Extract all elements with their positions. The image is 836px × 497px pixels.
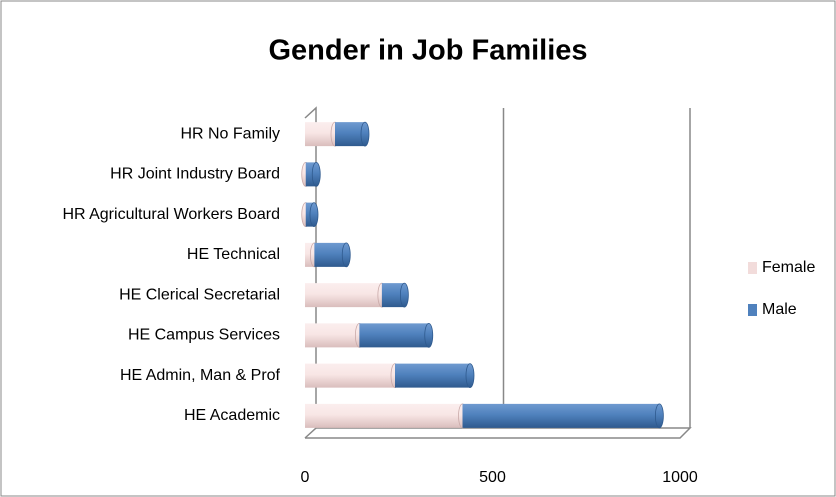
bar-cap [654,403,664,429]
bar-cap [309,202,319,228]
y-tick-label: HR Agricultural Workers Board [62,206,280,223]
y-tick-label: HE Technical [187,246,280,263]
bar [305,363,395,388]
bar [305,283,382,308]
bar [381,283,405,308]
legend-label: Female [762,259,815,276]
bar [305,242,315,267]
y-tick-label: HR Joint Industry Board [110,166,280,183]
bar [359,323,429,348]
x-tick-label: 1000 [662,469,698,486]
bar [305,403,463,428]
chart-title: Gender in Job Families [268,35,587,67]
bar [305,122,335,147]
bar [395,363,470,388]
x-tick-label: 500 [479,469,506,486]
bar-cap [311,161,321,187]
bar [305,323,360,348]
legend-swatch [748,262,757,274]
y-tick-label: HE Clerical Secretarial [119,286,280,303]
bar-cap [465,363,475,389]
bar-cap [424,322,434,348]
bar [314,242,347,267]
x-tick-label: 0 [301,469,310,486]
legend-swatch [748,304,757,316]
bar [335,122,365,147]
y-tick-label: HE Academic [184,407,280,424]
y-tick-label: HE Admin, Man & Prof [120,367,281,384]
bar-cap [399,282,409,308]
bar-cap [360,121,370,147]
bar-cap [341,242,351,268]
bar [305,162,317,187]
y-tick-label: HE Campus Services [128,327,280,344]
y-tick-label: HR No Family [180,125,280,142]
legend-label: Male [762,301,797,318]
bar [462,403,660,428]
